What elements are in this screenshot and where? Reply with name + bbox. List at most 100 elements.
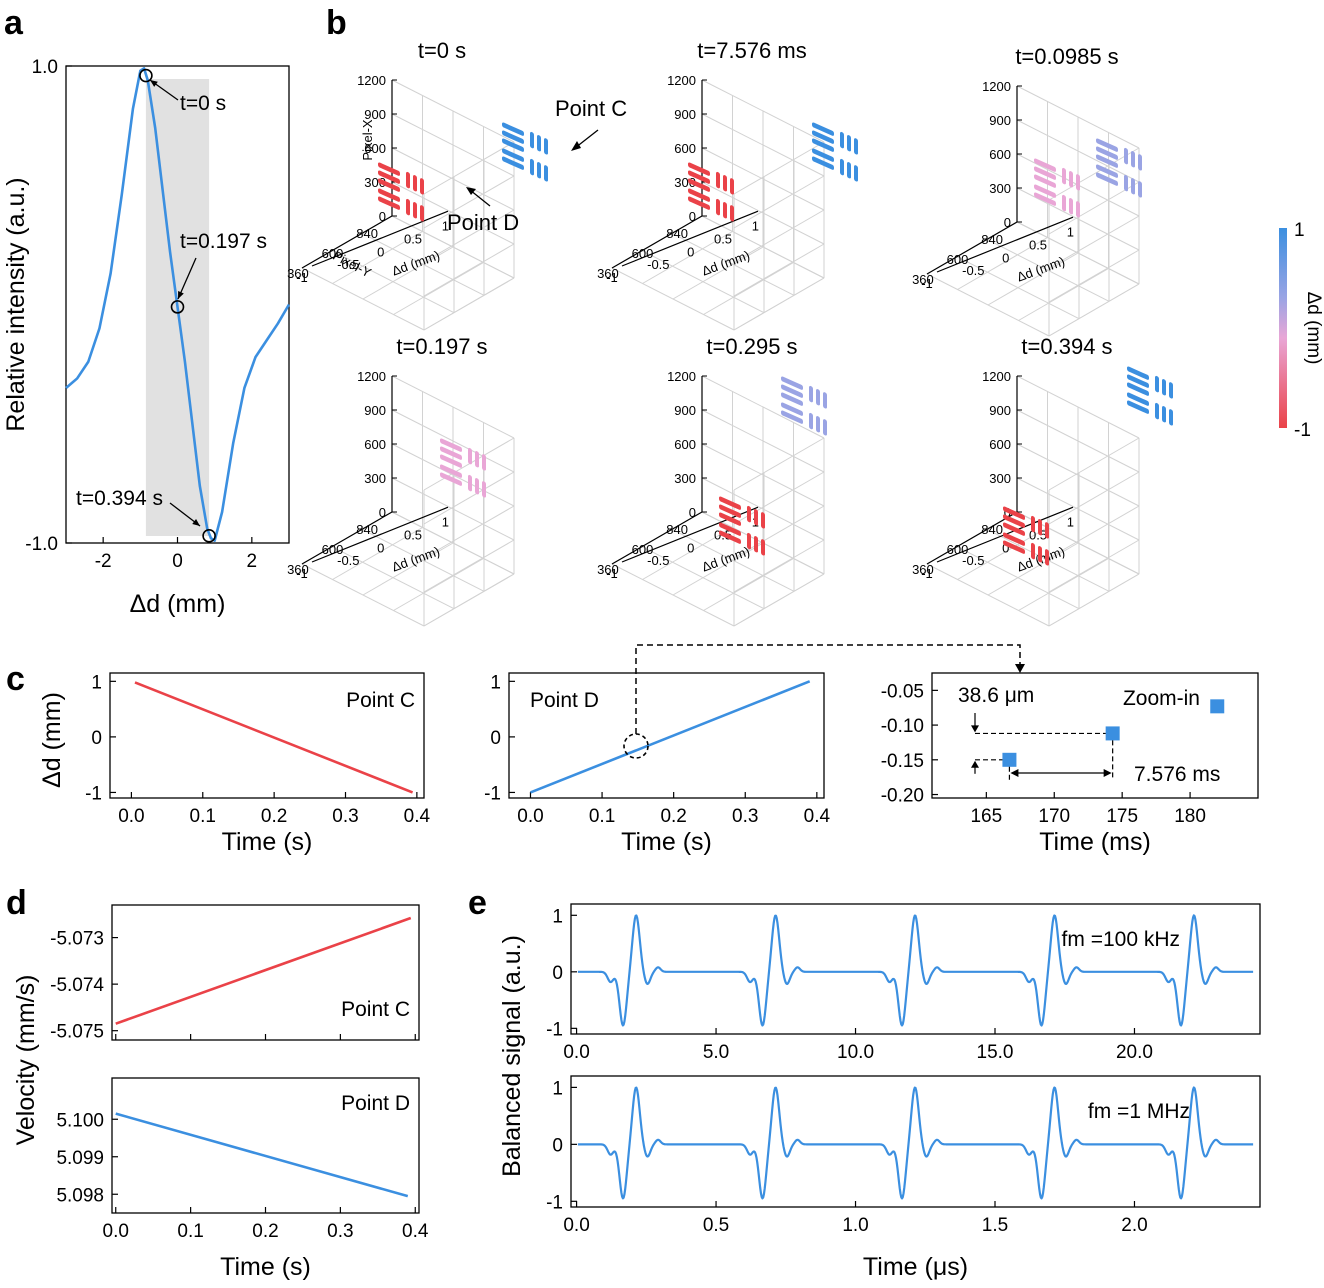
x-tick-label: 0	[377, 244, 384, 259]
target-bar	[719, 530, 741, 544]
x-tick-label: -1	[296, 270, 308, 285]
x-tick-label: -2	[95, 551, 112, 572]
resolution-target	[719, 496, 765, 556]
panel-label-a: a	[4, 4, 24, 42]
resolution-target	[1096, 138, 1142, 198]
colorbar-max-label: 1	[1294, 220, 1305, 241]
target-bar	[688, 170, 710, 184]
target-bar	[537, 135, 541, 152]
target-bar	[688, 162, 710, 176]
target-bar	[468, 474, 472, 492]
target-bar	[1155, 375, 1159, 393]
x-tick-label: 0.0	[563, 1042, 589, 1063]
x-axis-label: Time (s)	[220, 1253, 311, 1281]
y-axis-label: Relative intensity (a.u.)	[2, 177, 30, 431]
target-bar	[730, 205, 734, 222]
target-bar	[781, 410, 803, 424]
y-tick-label: 0	[552, 1135, 563, 1156]
target-bar	[1045, 522, 1049, 539]
y-tick-label: 600	[632, 542, 654, 557]
target-bar	[1034, 174, 1056, 188]
grid-line	[642, 527, 733, 580]
target-bar	[688, 178, 710, 192]
z-tick-label: 1200	[982, 369, 1011, 384]
panel-label-c: c	[6, 660, 25, 698]
grid-line	[957, 237, 1048, 290]
z-tick-label: 1200	[357, 73, 386, 88]
arrow-head	[1010, 769, 1019, 777]
target-bar	[781, 384, 803, 398]
grid-line	[641, 250, 765, 314]
plot-frame	[508, 672, 825, 799]
target-bar	[816, 416, 820, 433]
x-axis-line	[621, 210, 759, 267]
target-bar	[468, 447, 472, 465]
z-tick-label: 600	[989, 437, 1011, 452]
target-bar	[1096, 146, 1118, 160]
arrow-head	[192, 519, 200, 526]
zoom-point	[1105, 726, 1120, 741]
y-tick-label: 360	[287, 562, 309, 577]
grid-line	[1048, 181, 1140, 235]
y-axis-line	[611, 511, 703, 565]
arrow-head	[971, 760, 979, 768]
series-label: Point C	[346, 689, 415, 712]
velocity-d-line	[115, 1112, 409, 1198]
target-bar	[840, 158, 844, 176]
grid-line	[332, 527, 423, 580]
grid-line	[733, 209, 825, 263]
y-tick-label: -1	[546, 1019, 563, 1040]
x-tick-label: 2.0	[1121, 1215, 1147, 1236]
target-bar	[537, 162, 541, 179]
target-bar	[482, 454, 486, 471]
z-tick-label: 1200	[982, 79, 1011, 94]
panel-title: t=0.0985 s	[1015, 44, 1118, 69]
zoom-connector	[635, 644, 1021, 734]
target-bar	[544, 138, 548, 155]
grid-line	[733, 573, 825, 627]
x-tick-label: 0.5	[404, 231, 422, 246]
z-tick-label: 1200	[667, 73, 696, 88]
target-bar	[812, 122, 834, 136]
dd-annotation: 38.6 μm	[958, 684, 1034, 707]
z-tick-label: 300	[674, 471, 696, 486]
target-bar	[1155, 402, 1159, 420]
grid-line	[1048, 437, 1140, 491]
target-bar	[823, 392, 827, 409]
grid-line	[611, 267, 735, 331]
y-tick-label: 1.0	[32, 57, 58, 78]
arrow-head	[178, 291, 184, 299]
panel-title: t=0.295 s	[706, 334, 797, 359]
x-axis-label: Δd (mm)	[1015, 253, 1067, 284]
x-tick-label: 0.5	[404, 527, 422, 542]
z-tick-label: 600	[364, 141, 386, 156]
x-tick-label: 0.1	[177, 1221, 203, 1242]
marker-label: t=0 s	[180, 92, 226, 115]
y-tick-label: 0	[490, 728, 501, 749]
z-tick-label: 900	[989, 403, 1011, 418]
target-bar	[1034, 192, 1056, 206]
grid-line	[393, 558, 484, 611]
marker-arrow	[177, 257, 197, 300]
grid-line	[733, 277, 825, 331]
target-bar	[1124, 174, 1128, 192]
frequency-label: fm =100 kHz	[1062, 928, 1180, 951]
target-bar	[812, 148, 834, 162]
y-tick-label: 0	[91, 728, 102, 749]
grid-line	[393, 262, 484, 315]
grid-line	[423, 175, 515, 229]
y-tick-label: 1	[552, 1078, 563, 1099]
point-c-line	[134, 681, 414, 794]
time-marker	[202, 529, 216, 543]
arrow-head	[466, 187, 476, 195]
target-bar	[378, 178, 400, 192]
x-tick-label: -0.5	[647, 257, 669, 272]
target-bar	[1031, 515, 1035, 533]
y-tick-label: -1.0	[25, 534, 58, 555]
target-bar	[1096, 164, 1118, 178]
target-bar	[1038, 546, 1042, 563]
z-tick-label: 900	[364, 107, 386, 122]
x-tick-label: 0.4	[804, 806, 831, 827]
grid-line	[671, 528, 795, 592]
target-bar	[781, 392, 803, 406]
